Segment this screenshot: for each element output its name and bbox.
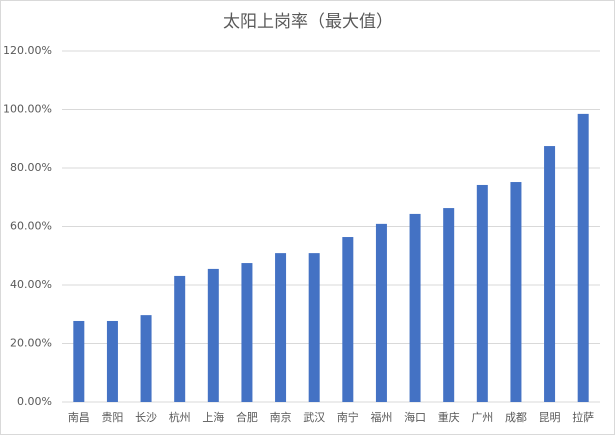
- x-tick-label: 上海: [202, 410, 224, 424]
- x-tick-label: 南京: [270, 410, 292, 424]
- bar: [241, 263, 253, 402]
- x-tick-label: 昆明: [539, 411, 561, 424]
- x-tick-label: 拉萨: [572, 410, 594, 424]
- bar: [577, 113, 589, 402]
- x-tick-label: 武汉: [303, 411, 325, 424]
- x-tick-label: 成都: [505, 411, 527, 424]
- bar: [544, 146, 556, 402]
- x-tick-label: 福州: [370, 410, 392, 424]
- x-tick-label: 南宁: [337, 410, 359, 424]
- bar: [476, 184, 488, 402]
- bar: [443, 208, 455, 402]
- x-tick-label: 海口: [404, 410, 426, 424]
- bar: [207, 268, 219, 402]
- bar: [308, 253, 320, 402]
- x-tick-label: 重庆: [438, 410, 460, 424]
- bar: [375, 223, 387, 402]
- x-tick-label: 广州: [471, 411, 493, 424]
- y-tick-label: 40.00%: [10, 278, 52, 291]
- bar: [140, 315, 152, 402]
- y-tick-label: 80.00%: [10, 161, 52, 174]
- x-tick-label: 长沙: [135, 411, 157, 424]
- bar: [342, 237, 354, 402]
- y-tick-label: 0.00%: [17, 395, 52, 408]
- x-tick-label: 南昌: [68, 411, 90, 424]
- chart-title: 太阳上岗率（最大值）: [223, 12, 393, 32]
- y-tick-label: 20.00%: [10, 337, 52, 350]
- bar: [174, 275, 186, 402]
- bar: [275, 253, 287, 402]
- x-tick-label: 贵阳: [101, 411, 123, 424]
- x-tick-label: 合肥: [236, 410, 258, 424]
- bar: [73, 320, 85, 402]
- y-tick-label: 60.00%: [10, 220, 52, 233]
- bar: [510, 182, 522, 402]
- y-tick-label: 100.00%: [3, 103, 52, 116]
- x-tick-label: 杭州: [169, 410, 191, 424]
- y-tick-label: 120.00%: [3, 44, 52, 57]
- bar: [409, 213, 421, 402]
- bar: [106, 320, 118, 402]
